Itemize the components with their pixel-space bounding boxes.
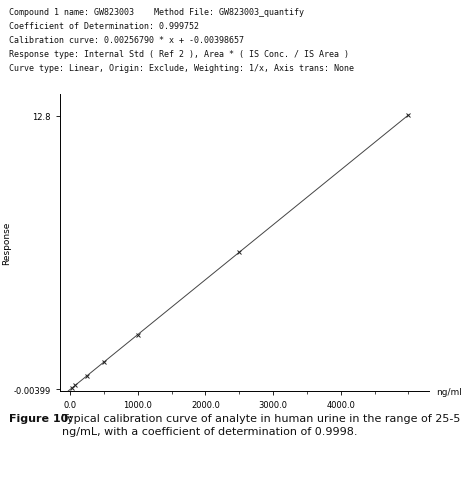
Text: Calibration curve: 0.00256790 * x + -0.00398657: Calibration curve: 0.00256790 * x + -0.0… — [9, 36, 244, 45]
Y-axis label: Response: Response — [2, 221, 11, 265]
Text: Coefficient of Determination: 0.999752: Coefficient of Determination: 0.999752 — [9, 22, 199, 31]
Text: Compound 1 name: GW823003    Method File: GW823003_quantify: Compound 1 name: GW823003 Method File: G… — [9, 8, 304, 17]
Text: Response type: Internal Std ( Ref 2 ), Area * ( IS Conc. / IS Area ): Response type: Internal Std ( Ref 2 ), A… — [9, 50, 349, 59]
Text: Figure 10:: Figure 10: — [9, 413, 77, 423]
Text: Curve type: Linear, Origin: Exclude, Weighting: 1/x, Axis trans: None: Curve type: Linear, Origin: Exclude, Wei… — [9, 64, 354, 73]
Text: Typical calibration curve of analyte in human urine in the range of 25-5000
ng/m: Typical calibration curve of analyte in … — [62, 413, 461, 436]
Text: ng/mL: ng/mL — [436, 388, 461, 397]
